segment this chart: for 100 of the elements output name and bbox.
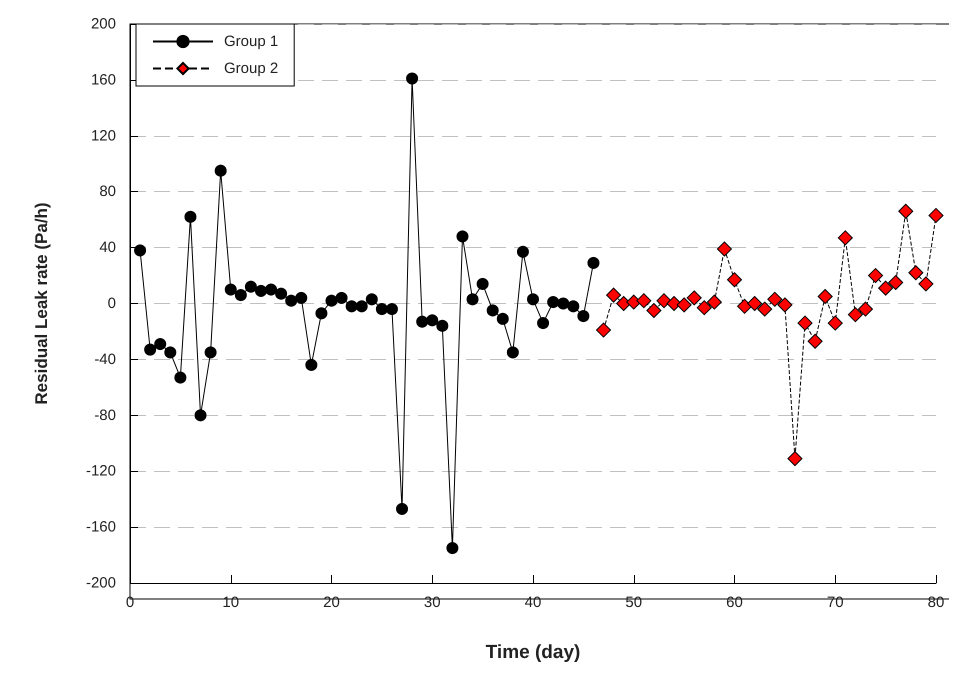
point <box>476 278 489 290</box>
point <box>828 316 843 331</box>
y-tick-label: -160 <box>86 518 116 536</box>
point <box>466 293 479 306</box>
point <box>557 298 570 310</box>
y-tick-label: 120 <box>90 127 116 144</box>
point <box>537 317 550 330</box>
x-tick-label: 70 <box>826 594 844 611</box>
point <box>686 290 702 306</box>
point <box>295 292 308 304</box>
point <box>134 244 146 256</box>
point <box>275 288 288 300</box>
point <box>204 346 217 358</box>
legend-label: Group 2 <box>224 60 278 77</box>
x-axis-title: Time (day) <box>486 642 580 663</box>
point <box>716 241 732 256</box>
point <box>144 344 156 356</box>
point <box>596 322 612 338</box>
point <box>184 210 196 223</box>
x-tick-label: 60 <box>726 594 743 611</box>
point <box>656 293 672 308</box>
point <box>346 300 358 312</box>
point <box>868 268 884 284</box>
point <box>547 296 560 308</box>
y-tick-label: -200 <box>86 574 116 592</box>
point <box>254 284 267 297</box>
point <box>315 307 328 320</box>
point <box>567 300 580 312</box>
x-tick-label: 30 <box>424 594 441 611</box>
point <box>174 372 186 384</box>
point <box>376 303 388 316</box>
legend-label: Group 1 <box>224 33 278 50</box>
point <box>506 346 519 358</box>
point <box>366 293 378 306</box>
point <box>646 302 662 318</box>
point <box>265 284 278 296</box>
point <box>386 303 398 316</box>
point <box>818 289 833 304</box>
point <box>737 298 752 314</box>
point <box>336 292 348 304</box>
y-tick-label: -80 <box>94 406 116 424</box>
point <box>234 289 247 302</box>
point <box>898 204 914 219</box>
point <box>305 358 318 371</box>
y-tick-label: 80 <box>99 183 116 200</box>
point <box>918 276 934 292</box>
point <box>426 314 438 326</box>
point <box>858 302 873 317</box>
point <box>456 230 468 242</box>
y-tick-label: 0 <box>108 295 116 312</box>
point <box>516 246 529 258</box>
point <box>244 280 257 293</box>
point <box>908 265 924 280</box>
y-tick-label: -120 <box>86 462 116 480</box>
point <box>356 300 368 312</box>
point <box>154 338 166 350</box>
x-tick-label: 40 <box>524 594 542 611</box>
y-tick-label: 200 <box>90 16 116 32</box>
y-tick-label: -40 <box>94 350 116 368</box>
point <box>224 284 237 296</box>
point <box>727 272 742 288</box>
x-tick-label: 0 <box>126 594 134 611</box>
point <box>767 292 782 307</box>
point <box>696 300 712 316</box>
point <box>396 502 408 515</box>
x-tick-label: 20 <box>323 594 340 611</box>
point <box>666 296 682 311</box>
point <box>808 334 823 349</box>
point <box>798 316 813 331</box>
point <box>496 312 509 325</box>
point <box>787 451 802 466</box>
point <box>928 208 944 223</box>
point <box>616 296 632 311</box>
point <box>777 297 792 312</box>
point <box>436 320 448 332</box>
point <box>164 346 176 358</box>
x-tick-label: 80 <box>928 594 944 611</box>
point <box>577 310 590 322</box>
point <box>706 294 722 310</box>
point <box>285 294 298 307</box>
point <box>406 72 418 84</box>
x-tick-label: 10 <box>222 594 240 611</box>
point <box>606 288 622 303</box>
point <box>587 256 600 269</box>
point <box>636 293 652 308</box>
y-tick-label: 40 <box>99 239 116 256</box>
point <box>848 307 863 322</box>
point <box>838 230 853 246</box>
point <box>486 304 499 316</box>
x-tick-label: 50 <box>625 594 642 611</box>
point <box>416 316 428 328</box>
y-axis-title: Residual Leak rate (Pa/h) <box>32 202 51 405</box>
point <box>757 302 772 317</box>
point <box>446 542 458 554</box>
point <box>878 280 894 296</box>
point <box>888 275 904 290</box>
point <box>326 294 338 307</box>
point <box>747 296 762 311</box>
point <box>194 409 207 422</box>
point <box>527 293 539 306</box>
